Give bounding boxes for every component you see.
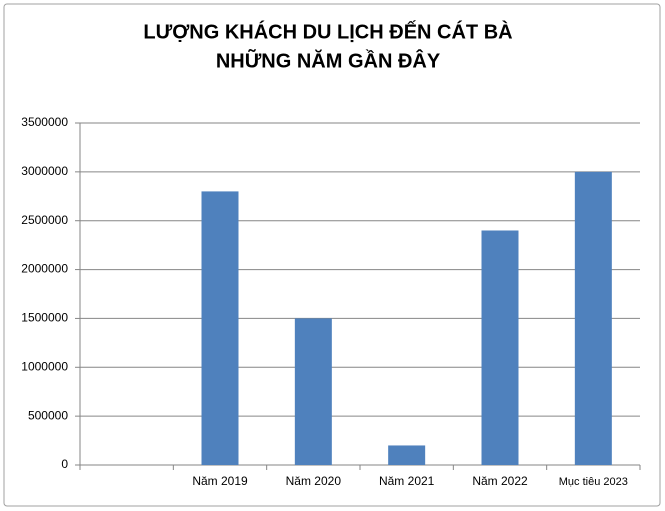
y-tick-label: 1500000 — [21, 311, 68, 325]
bar — [574, 171, 612, 465]
y-tick-label: 3000000 — [21, 164, 68, 178]
x-tick-label: Năm 2019 — [192, 474, 248, 488]
x-tick-label: Mục tiêu 2023 — [559, 476, 628, 488]
bar — [201, 191, 239, 465]
x-tick-label: Năm 2020 — [286, 474, 342, 488]
x-tick-label: Năm 2022 — [472, 474, 528, 488]
bar — [388, 445, 426, 465]
y-tick-label: 0 — [61, 457, 68, 471]
y-tick-label: 500000 — [28, 408, 68, 422]
chart-title: NHỮNG NĂM GẦN ĐÂY — [216, 48, 441, 72]
bar — [481, 230, 519, 465]
y-tick-label: 3500000 — [21, 115, 68, 129]
y-tick-label: 2500000 — [21, 213, 68, 227]
x-tick-label: Năm 2021 — [379, 474, 435, 488]
y-tick-label: 1000000 — [21, 359, 68, 373]
chart-title: LƯỢNG KHÁCH DU LỊCH ĐẾN CÁT BÀ — [143, 20, 512, 43]
chart-frame — [3, 3, 661, 507]
y-tick-label: 2000000 — [21, 262, 68, 276]
bar — [294, 318, 332, 465]
